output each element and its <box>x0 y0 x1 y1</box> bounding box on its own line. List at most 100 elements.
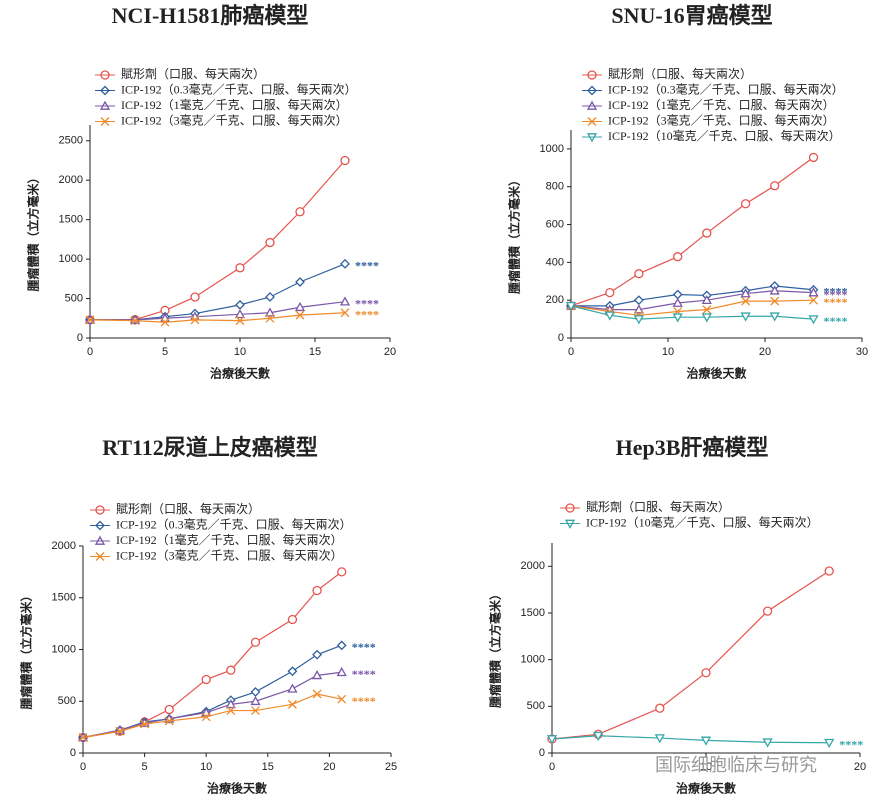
marker <box>672 313 683 323</box>
y-tick-label: 1000 <box>540 143 564 155</box>
series-line <box>571 285 814 307</box>
marker <box>115 726 125 736</box>
y-tick-label: 0 <box>77 332 83 344</box>
y-tick-label: 600 <box>546 218 564 230</box>
y-tick-label: 1000 <box>52 643 76 655</box>
series-line <box>570 156 814 307</box>
x-tick-label: 30 <box>856 346 868 358</box>
y-tick-label: 800 <box>546 181 564 193</box>
marker <box>311 670 323 680</box>
marker <box>701 313 712 323</box>
marker <box>235 316 245 326</box>
legend-entry: ICP-192（1毫克／千克、口服、每天兩次） <box>582 97 835 112</box>
legend-entry: ICP-192（3毫克／千克、口服、每天兩次） <box>90 547 343 562</box>
legend-marker <box>100 70 110 80</box>
marker <box>809 295 818 305</box>
marker <box>593 731 604 742</box>
y-tick-label: 2000 <box>59 174 83 186</box>
y-tick-label: 1000 <box>59 253 83 265</box>
legend-label: ICP-192（3毫克／千克、口服、每天兩次） <box>608 112 835 127</box>
series-line <box>89 160 346 321</box>
marker <box>130 316 140 326</box>
y-tick-label: 2000 <box>521 560 545 572</box>
marker <box>226 706 236 716</box>
legend-label: ICP-192（1毫克／千克、口服、每天兩次） <box>121 97 348 112</box>
legend-entry: ICP-192（1毫克／千克、口服、每天兩次） <box>95 97 348 112</box>
marker <box>604 311 615 321</box>
legend-entry: ICP-192（0.3毫克／千克、口服、每天兩次） <box>95 81 357 96</box>
marker <box>78 733 88 742</box>
marker <box>702 305 712 315</box>
chart-title: NCI-H1581肺癌模型 <box>112 3 309 28</box>
marker <box>336 640 347 651</box>
marker <box>190 315 200 325</box>
significance-label: **** <box>355 308 379 322</box>
marker <box>251 706 260 716</box>
y-tick-label: 0 <box>539 747 545 759</box>
marker <box>312 649 322 660</box>
y-tick-label: 500 <box>58 695 76 707</box>
x-axis-label: 治療後天數 <box>676 781 736 796</box>
legend-entry: ICP-192（3毫克／千克、口服、每天兩次） <box>95 112 348 127</box>
x-tick-label: 10 <box>234 346 246 358</box>
marker <box>265 237 275 248</box>
legend-marker <box>587 85 597 96</box>
series-line <box>90 263 346 321</box>
legend-marker <box>565 503 575 513</box>
legend-entry: ICP-192（10毫克／千克、口服、每天兩次） <box>560 514 819 529</box>
legend-label: ICP-192（1毫克／千克、口服、每天兩次） <box>608 97 835 112</box>
x-tick-label: 0 <box>80 761 86 773</box>
marker <box>701 294 712 305</box>
significance-label: **** <box>352 694 376 708</box>
legend-label: 賦形劑（口服、每天兩次） <box>608 66 752 81</box>
marker <box>312 689 322 699</box>
x-tick-label: 5 <box>142 761 148 773</box>
marker <box>337 567 347 577</box>
series-line <box>570 290 814 311</box>
marker <box>265 313 275 323</box>
x-tick-label: 10 <box>700 761 712 773</box>
legend-marker <box>100 117 110 126</box>
x-axis-label: 治療後天數 <box>210 366 270 381</box>
marker <box>250 695 261 706</box>
y-tick-label: 2000 <box>52 540 76 552</box>
legend-entry: ICP-192（0.3毫克／千克、口服、每天兩次） <box>582 81 844 96</box>
marker <box>201 674 211 685</box>
legend-label: ICP-192（10毫克／千克、口服、每天兩次） <box>586 514 819 529</box>
y-tick-label: 400 <box>546 256 564 268</box>
significance-label: **** <box>824 295 848 309</box>
marker <box>294 301 306 312</box>
marker <box>287 666 298 677</box>
legend-label: ICP-192（3毫克／千克、口服、每天兩次） <box>121 112 348 127</box>
marker <box>337 694 347 704</box>
legend-entry: ICP-192（1毫克／千克、口服、每天兩次） <box>90 532 343 547</box>
marker <box>546 735 558 745</box>
marker <box>633 295 644 306</box>
marker <box>672 297 683 307</box>
chart-title: SNU-16胃癌模型 <box>611 3 772 28</box>
series-line <box>82 693 342 739</box>
legend-label: 賦形劑（口服、每天兩次） <box>116 501 260 516</box>
marker <box>287 683 298 693</box>
series-line <box>551 570 830 740</box>
marker <box>287 614 298 625</box>
marker <box>824 738 835 749</box>
marker <box>565 302 577 312</box>
legend-marker <box>100 85 110 96</box>
marker <box>808 152 819 163</box>
marker <box>762 738 773 748</box>
marker <box>340 155 350 166</box>
marker <box>287 699 297 709</box>
y-tick-label: 0 <box>558 332 564 344</box>
legend-label: ICP-192（3毫克／千克、口服、每天兩次） <box>116 547 343 562</box>
legend-entry: 賦形劑（口服、每天兩次） <box>90 501 260 516</box>
marker <box>605 287 615 298</box>
legend-label: ICP-192（0.3毫克／千克、口服、每天兩次） <box>121 81 357 96</box>
series-line <box>82 644 342 739</box>
y-tick-label: 500 <box>527 700 545 712</box>
significance-label: **** <box>824 314 848 328</box>
marker <box>673 252 683 262</box>
legend-entry: 賦形劑（口服、每天兩次） <box>560 499 730 514</box>
series-line <box>82 571 343 739</box>
marker <box>339 296 351 306</box>
